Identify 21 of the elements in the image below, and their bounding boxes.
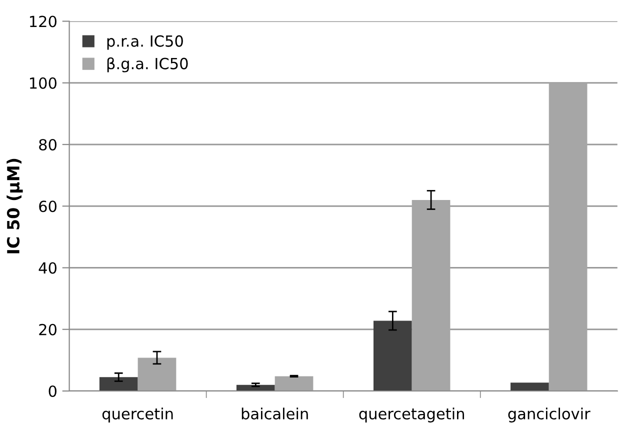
y-tick-label: 100 (30, 77, 56, 89)
bar (548, 82, 588, 391)
bar (99, 377, 138, 391)
y-tick-label: 60 (39, 200, 56, 212)
y-tick-label: 20 (39, 324, 56, 336)
x-tick-label: baicalein (242, 408, 308, 420)
bar (510, 382, 549, 391)
y-tick-label: 80 (39, 138, 56, 151)
y-axis-title: IC 50 (µM) (6, 158, 23, 254)
x-tick-label: quercetagetin (359, 408, 464, 422)
x-tick-label: quercetin (102, 408, 173, 422)
legend-label: β.g.a. IC50 (107, 57, 188, 72)
x-tick-label: ganciclovir (508, 408, 590, 422)
y-tick-label: 0 (48, 385, 56, 398)
y-tick-label: 40 (38, 262, 56, 274)
bar (138, 358, 176, 391)
y-tick-label: 120 (30, 16, 56, 28)
legend-label: p.r.a. IC50 (107, 35, 183, 50)
bar (412, 200, 450, 391)
bar (274, 376, 314, 391)
bar (373, 320, 412, 391)
